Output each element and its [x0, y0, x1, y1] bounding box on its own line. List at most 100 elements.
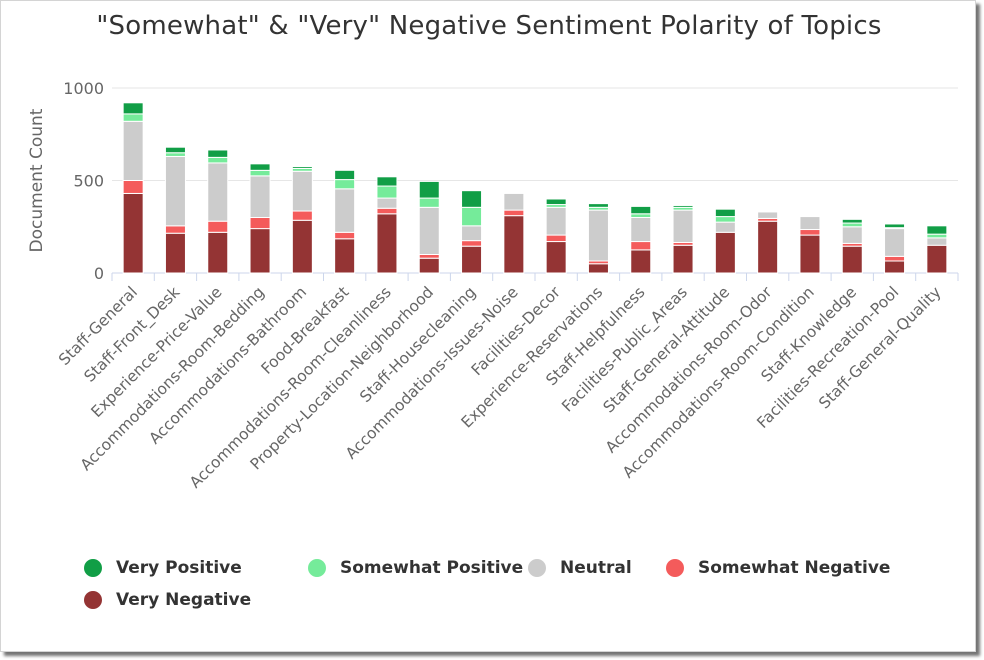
bar-segment: [757, 220, 779, 274]
bar-segment: [841, 245, 863, 274]
bar-segment: [334, 238, 356, 274]
legend-label: Very Negative: [116, 590, 252, 610]
bar-segment: [714, 208, 736, 218]
legend-item[interactable]: Neutral: [528, 558, 632, 578]
legend-item[interactable]: Somewhat Positive: [308, 558, 523, 578]
bar-segment: [122, 120, 144, 182]
bar-segment: [249, 169, 271, 177]
bar-segment: [207, 149, 229, 158]
bar-segment: [291, 219, 313, 274]
bar-segment: [587, 263, 609, 274]
bar-segment: [164, 155, 186, 227]
legend-marker: [666, 559, 684, 577]
bar-segment: [630, 213, 652, 219]
bar-segment: [461, 206, 483, 227]
bar-segment: [926, 244, 948, 274]
bar-segment: [376, 213, 398, 274]
bar-segment: [291, 170, 313, 212]
bar-segment: [418, 206, 440, 255]
bar-segment: [207, 231, 229, 274]
bar-segment: [461, 225, 483, 242]
legend-marker: [84, 591, 102, 609]
bar-segment: [418, 254, 440, 259]
bar-segment: [376, 176, 398, 187]
bar-segment: [291, 166, 313, 169]
legend-label: Neutral: [560, 558, 632, 578]
bar-segment: [799, 229, 821, 236]
bar-segment: [122, 113, 144, 122]
bar-segment: [545, 234, 567, 243]
bar-segment: [503, 209, 525, 217]
legend-marker: [528, 559, 546, 577]
bar-segment: [164, 146, 186, 154]
y-tick-label: 1000: [63, 79, 104, 98]
legend-marker: [84, 559, 102, 577]
bar-segment: [884, 255, 906, 262]
legend-item[interactable]: Somewhat Negative: [666, 558, 890, 578]
bar-segment: [841, 222, 863, 228]
bar-segment: [714, 221, 736, 233]
bar-segment: [418, 197, 440, 208]
bar-segment: [672, 244, 694, 274]
bar-segment: [164, 152, 186, 157]
bar-segment: [545, 198, 567, 206]
legend-item[interactable]: Very Negative: [84, 590, 251, 610]
bar-segment: [334, 179, 356, 190]
bar-segment: [926, 237, 948, 246]
bar-segment: [207, 220, 229, 233]
bar-segment: [630, 217, 652, 243]
bar-segment: [630, 205, 652, 215]
bar-segment: [587, 209, 609, 262]
bar-segment: [418, 180, 440, 199]
bar-segment: [249, 163, 271, 171]
bar-segment: [884, 228, 906, 257]
bar-segment: [926, 225, 948, 235]
bar-segment: [799, 234, 821, 274]
bar-segment: [714, 231, 736, 274]
y-tick-label: 0: [94, 264, 104, 283]
bar-segment: [630, 249, 652, 274]
y-axis-title: Document Count: [27, 108, 47, 252]
bar-segment: [164, 232, 186, 274]
legend-marker: [308, 559, 326, 577]
bar-segment: [291, 210, 313, 221]
bar-segment: [249, 217, 271, 230]
bar-segment: [334, 231, 356, 240]
bar-segment: [672, 209, 694, 243]
legend-label: Very Positive: [116, 558, 242, 578]
bar-segment: [334, 169, 356, 181]
bar-segment: [249, 228, 271, 274]
bar-segment: [376, 185, 398, 199]
bar-segment: [376, 207, 398, 215]
bar-segment: [503, 215, 525, 274]
bar-segment: [461, 240, 483, 247]
chart-title: "Somewhat" & "Very" Negative Sentiment P…: [96, 11, 882, 41]
chart-frame: "Somewhat" & "Very" Negative Sentiment P…: [0, 0, 976, 652]
bar-segment: [799, 216, 821, 231]
bar-segment: [461, 190, 483, 208]
bar-segment: [207, 162, 229, 222]
bar-segment: [122, 180, 144, 194]
bar-segment: [461, 245, 483, 274]
legend-item[interactable]: Very Positive: [84, 558, 242, 578]
bar-segment: [714, 216, 736, 223]
bar-segment: [207, 156, 229, 164]
bar-segment: [757, 211, 779, 219]
bar-segment: [884, 223, 906, 229]
bar-segment: [122, 102, 144, 115]
bar-segment: [334, 188, 356, 233]
bar-segment: [164, 225, 186, 234]
y-tick-label: 500: [73, 172, 104, 191]
bar-segment: [418, 257, 440, 274]
bar-segment: [587, 203, 609, 208]
bar-segment: [503, 192, 525, 211]
bar-segment: [884, 260, 906, 274]
bar-segment: [926, 233, 948, 239]
bar-segment: [630, 241, 652, 251]
bar-segment: [841, 218, 863, 224]
bar-segment: [545, 206, 567, 236]
bar-segment: [841, 226, 863, 244]
legend-label: Somewhat Positive: [340, 558, 524, 578]
bar-segment: [545, 241, 567, 274]
